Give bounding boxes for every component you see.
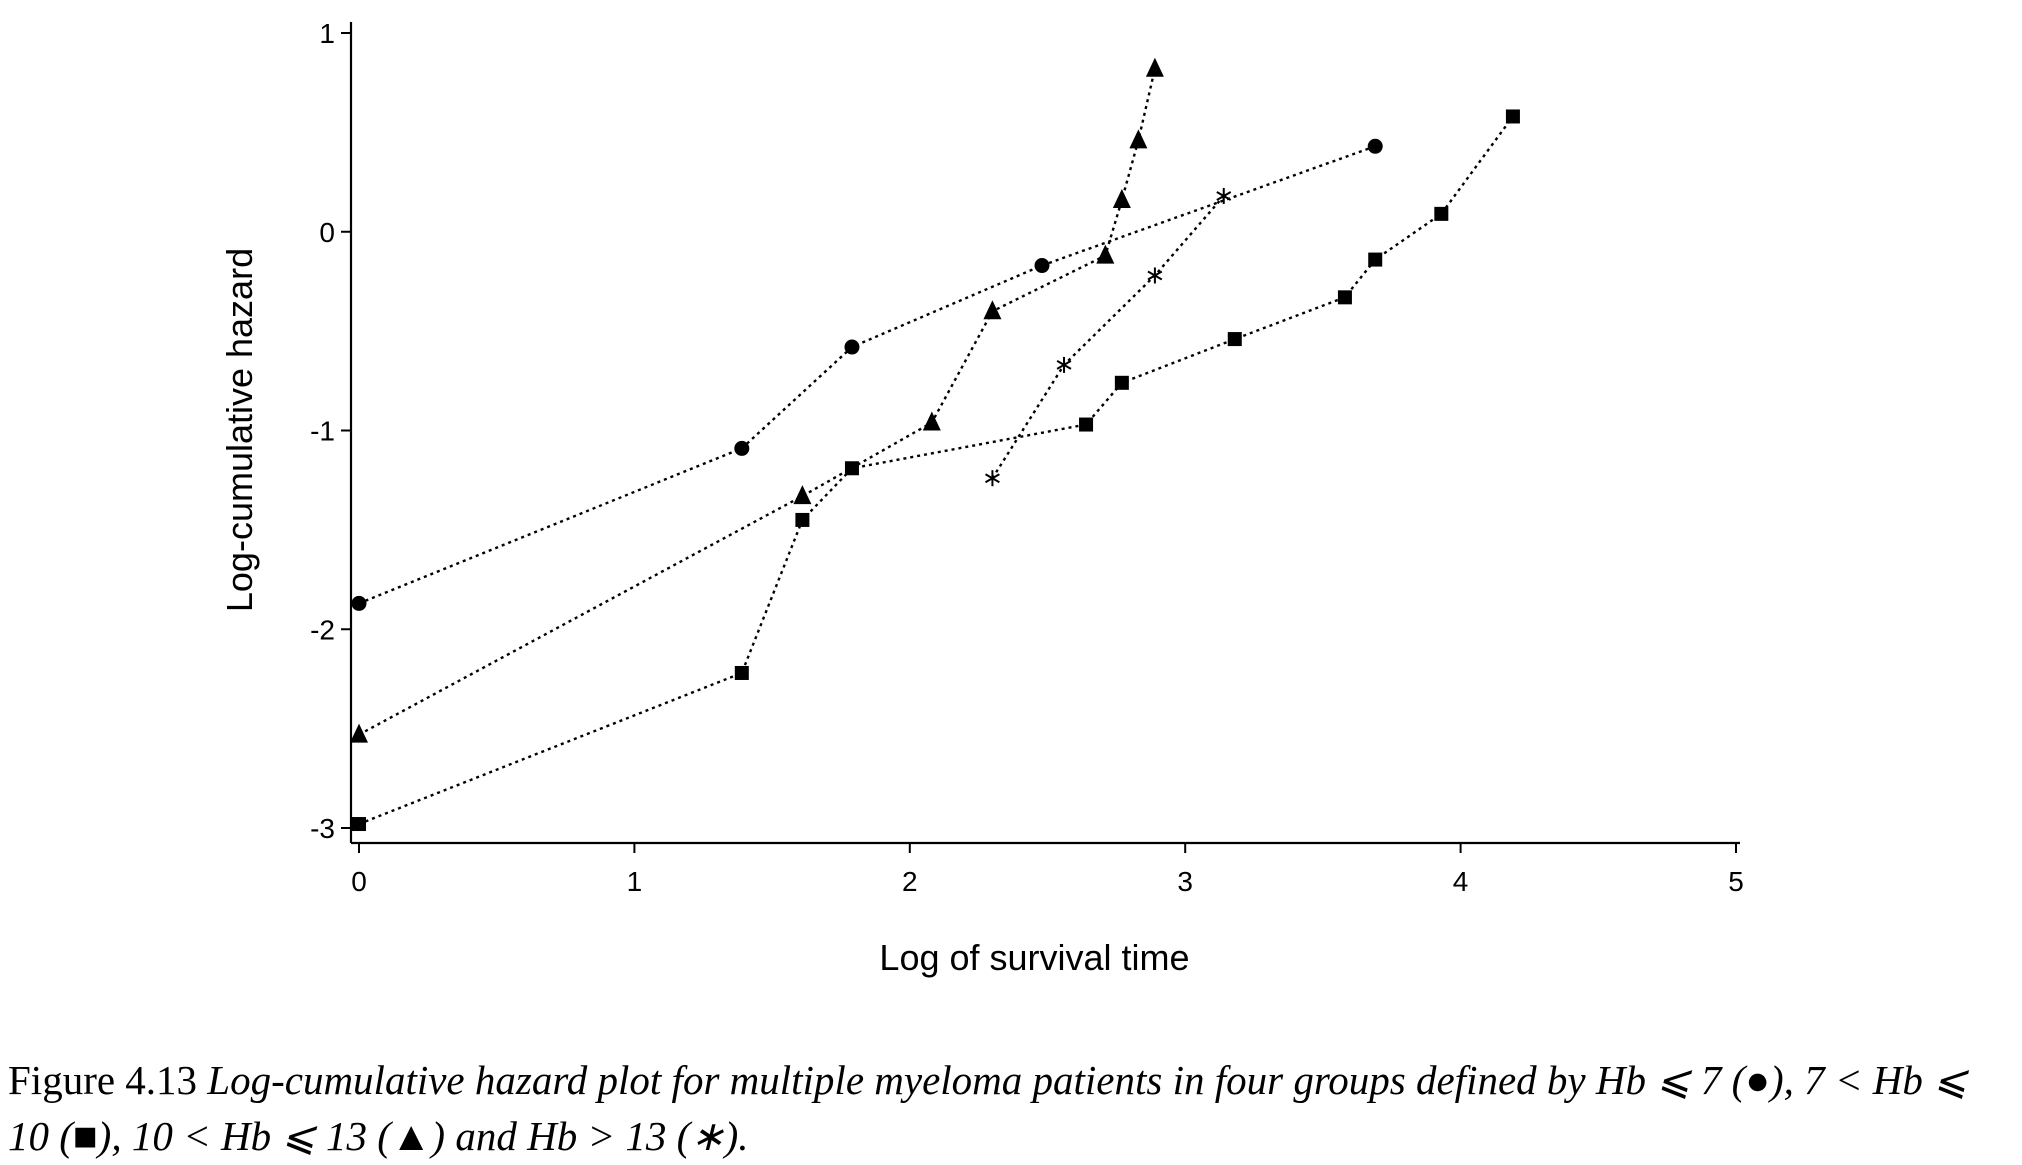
figure-caption: Figure 4.13 Log-cumulative hazard plot f… [8, 1052, 2014, 1164]
x-tick-label: 4 [1453, 866, 1469, 897]
square-point [734, 665, 749, 680]
triangle-point [350, 723, 368, 743]
square-point [1368, 252, 1383, 267]
series-square [352, 109, 1520, 832]
star-point [1216, 187, 1232, 204]
square-point [795, 512, 810, 527]
circle-point [844, 339, 860, 355]
x-tick-label: 5 [1728, 866, 1744, 897]
series-star [984, 187, 1232, 487]
x-tick-label: 0 [351, 866, 367, 897]
triangle-point [1129, 129, 1148, 149]
triangle-point [1096, 244, 1115, 264]
series-triangle [350, 57, 1164, 743]
star-point [1056, 356, 1072, 373]
triangle-point [1112, 188, 1131, 208]
circle-point [351, 595, 367, 611]
caption-text: Log-cumulative hazard plot for multiple … [8, 1057, 1968, 1159]
axes: 1 0 -1 -2 -3 0 1 2 3 4 5 Log of survival time Log… [219, 18, 1744, 978]
x-tick-label: 1 [627, 866, 643, 897]
triangle-point [1145, 57, 1164, 77]
series-line-triangle [358, 68, 1157, 736]
x-tick-label: 2 [902, 866, 918, 897]
series-line-star [991, 195, 1225, 479]
x-axis-title: Log of survival time [879, 937, 1189, 978]
square-point [1114, 375, 1129, 390]
series-layer [350, 57, 1520, 832]
series-circle [351, 138, 1383, 611]
y-tick-label: 1 [319, 18, 335, 49]
star-point [1147, 267, 1163, 284]
x-tick-label: 3 [1177, 866, 1193, 897]
square-point [1227, 332, 1242, 347]
series-line-circle [358, 145, 1376, 605]
square-point [1505, 109, 1520, 124]
figure-number: Figure 4.13 [8, 1057, 198, 1103]
series-line-square [358, 115, 1514, 826]
y-tick-label: -3 [310, 813, 335, 844]
y-ticks: 1 0 -1 -2 -3 [310, 18, 351, 844]
circle-point [734, 440, 750, 456]
y-tick-label: -2 [310, 614, 335, 645]
y-tick-label: -1 [310, 416, 335, 447]
triangle-point [793, 485, 812, 505]
star-point [984, 470, 1000, 487]
circle-point [1367, 138, 1383, 154]
circle-point [1034, 258, 1050, 274]
triangle-point [922, 411, 941, 431]
y-axis-title: Log-cumulative hazard [219, 248, 260, 612]
square-point [1079, 417, 1094, 432]
square-point [352, 817, 366, 832]
y-tick-label: 0 [319, 217, 335, 248]
chart: 1 0 -1 -2 -3 0 1 2 3 4 5 Log of survival time Log… [219, 18, 1744, 978]
square-point [1434, 206, 1449, 221]
triangle-point [983, 300, 1002, 320]
square-point [1337, 290, 1352, 305]
x-ticks: 0 1 2 3 4 5 [351, 843, 1744, 897]
